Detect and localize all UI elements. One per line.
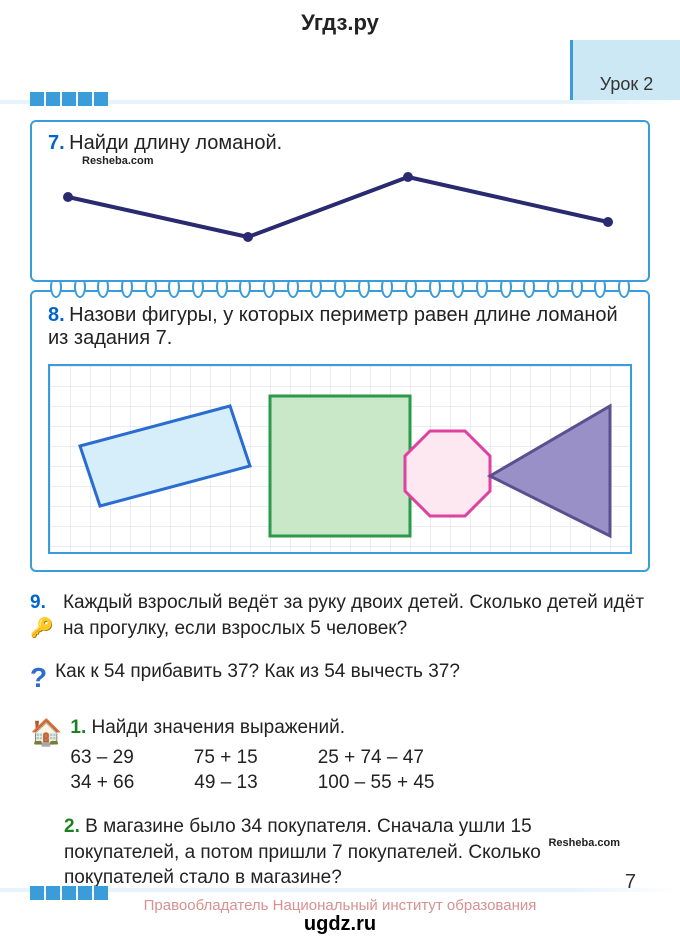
copyright-text: Правообладатель Национальный институт об… xyxy=(0,897,680,914)
task-7-text: Найди длину ломаной. xyxy=(69,132,282,154)
polyline-figure xyxy=(48,167,628,247)
task-9: 9. 🔑 Каждый взрослый ведёт за руку двоих … xyxy=(30,590,650,641)
polyline-path xyxy=(68,177,608,237)
expr: 25 + 74 – 47 xyxy=(318,745,424,771)
expr: 49 – 13 xyxy=(194,770,257,796)
home-1-num: 1. xyxy=(70,717,86,738)
watermark: Resheba.com xyxy=(548,836,620,851)
task-8-num: 8. xyxy=(48,304,65,326)
page-number: 7 xyxy=(625,871,636,894)
task-8-text: Назови фигуры, у которых периметр равен … xyxy=(48,304,618,349)
task-7-box: 7. Найди длину ломаной. Resheba.com xyxy=(30,120,650,282)
home-1-text: Найди значения выражений. xyxy=(92,717,346,738)
polyline-dot xyxy=(403,172,413,182)
task-8-box: 8. Назови фигуры, у которых периметр рав… xyxy=(30,290,650,572)
expr: 75 + 15 xyxy=(194,745,258,771)
task-question-text: Как к 54 прибавить 37? Как из 54 вычесть… xyxy=(55,659,460,697)
home-task-1: 🏠 1. Найди значения выражений. 63 – 29 7… xyxy=(30,715,650,796)
task-9-text: Каждый взрослый ведёт за руку двоих дете… xyxy=(63,590,650,641)
expr: 63 – 29 xyxy=(70,745,133,771)
watermark: Resheba.com xyxy=(82,155,632,167)
shape-square-green xyxy=(270,396,410,536)
task-question: ? Как к 54 прибавить 37? Как из 54 вычес… xyxy=(30,659,650,697)
task-9-num: 9. xyxy=(30,592,46,613)
header-site: Угдз.ру xyxy=(0,0,680,36)
polyline-dot xyxy=(243,232,253,242)
task-7-num: 7. xyxy=(48,132,65,154)
polyline-dot xyxy=(603,217,613,227)
home-2-text: В магазине было 34 покупателя. Сначала у… xyxy=(64,816,541,888)
shapes-svg xyxy=(50,366,630,552)
home-task-2: 2. В магазине было 34 покупателя. Сначал… xyxy=(64,814,650,891)
expr: 100 – 55 + 45 xyxy=(318,770,435,796)
question-icon: ? xyxy=(30,659,47,697)
shapes-grid xyxy=(48,364,632,554)
shape-octagon-pink xyxy=(405,431,490,516)
expr: 34 + 66 xyxy=(70,770,134,796)
lesson-tab: Урок 2 xyxy=(570,40,680,100)
house-icon: 🏠 xyxy=(30,715,62,796)
page-content: 7. Найди длину ломаной. Resheba.com 8. Н… xyxy=(30,120,650,891)
key-icon: 🔑 xyxy=(30,618,54,639)
header-squares xyxy=(30,92,108,106)
home-2-num: 2. xyxy=(64,816,80,837)
footer-site: ugdz.ru xyxy=(0,913,680,936)
polyline-dot xyxy=(63,192,73,202)
